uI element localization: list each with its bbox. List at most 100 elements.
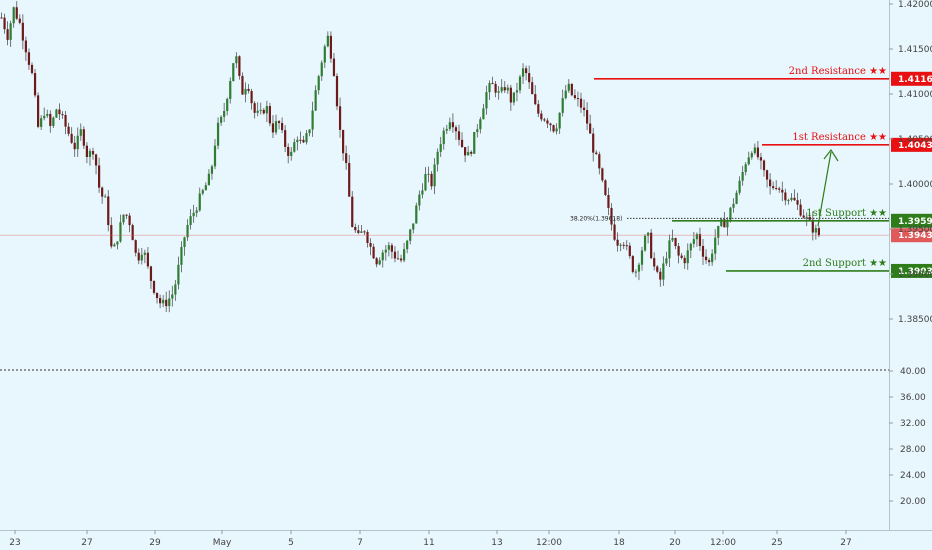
candle-body bbox=[448, 122, 451, 129]
candle-body bbox=[445, 128, 448, 131]
candle-body bbox=[165, 299, 168, 307]
candle-body bbox=[308, 129, 311, 134]
candle-body bbox=[168, 298, 171, 307]
candle-body bbox=[412, 223, 415, 230]
candle-body bbox=[79, 129, 82, 136]
candle-body bbox=[192, 212, 195, 217]
candle-body bbox=[436, 151, 439, 165]
candle-body bbox=[799, 204, 802, 216]
candle-body bbox=[55, 109, 58, 118]
candle-body bbox=[403, 249, 406, 261]
candle-body bbox=[122, 214, 125, 223]
candle-body bbox=[765, 170, 769, 180]
candle-body bbox=[332, 58, 336, 76]
candle-body bbox=[634, 271, 637, 273]
candle-body bbox=[784, 192, 787, 201]
candle-body bbox=[601, 168, 604, 181]
candle-body bbox=[415, 205, 418, 224]
candle-body bbox=[570, 83, 573, 96]
candle-body bbox=[52, 117, 55, 126]
candle-body bbox=[787, 199, 790, 201]
candle-body bbox=[85, 145, 88, 158]
candle-body bbox=[457, 131, 461, 140]
candle-body bbox=[329, 35, 332, 59]
candle-body bbox=[515, 90, 519, 93]
candle-body bbox=[271, 123, 275, 133]
candle-body bbox=[360, 231, 363, 233]
candle-body bbox=[207, 173, 210, 186]
level-label: 1st Support ★★ bbox=[806, 208, 887, 219]
candle-body bbox=[98, 165, 101, 188]
candle-body bbox=[781, 189, 784, 193]
candle-body bbox=[180, 247, 183, 265]
indicator-tick-label: 36.00 bbox=[900, 393, 926, 403]
candle-body bbox=[552, 125, 555, 132]
candle-body bbox=[345, 153, 348, 164]
candle-body bbox=[521, 68, 525, 77]
candle-body bbox=[628, 245, 631, 257]
candle-body bbox=[186, 225, 189, 238]
candle-body bbox=[220, 116, 223, 123]
fib-level-label: 38.20%(1.39618) bbox=[570, 215, 622, 222]
candle-body bbox=[49, 113, 52, 126]
candle-body bbox=[805, 216, 808, 218]
candle-body bbox=[140, 254, 143, 261]
indicator-tick-label: 32.00 bbox=[900, 419, 926, 429]
candle-body bbox=[582, 107, 586, 111]
level-label: 2nd Support ★★ bbox=[803, 258, 887, 269]
candle-body bbox=[250, 90, 253, 104]
candle-body bbox=[808, 216, 811, 220]
candle-body bbox=[33, 73, 37, 96]
candle-body bbox=[506, 87, 509, 91]
candle-body bbox=[143, 252, 146, 255]
candle-body bbox=[692, 239, 695, 244]
current-price-label: 1.39431 bbox=[898, 231, 932, 241]
indicator-tick-label: 20.00 bbox=[900, 497, 926, 507]
candle-body bbox=[110, 225, 113, 247]
candle-body bbox=[573, 95, 576, 99]
candle-body bbox=[698, 234, 702, 246]
candle-body bbox=[406, 240, 409, 250]
candle-body bbox=[778, 188, 781, 190]
candle-body bbox=[137, 252, 140, 261]
candle-body bbox=[265, 106, 268, 114]
level-price-badge bbox=[891, 71, 932, 86]
candle-body bbox=[741, 172, 744, 181]
price-tick-label: 1.41500 bbox=[898, 45, 932, 55]
candle-body bbox=[94, 154, 98, 166]
candle-body bbox=[290, 151, 293, 156]
candle-body bbox=[454, 127, 458, 132]
level-label: 1st Resistance ★★ bbox=[792, 132, 887, 143]
candle-body bbox=[183, 237, 186, 248]
price-tick-label: 1.41000 bbox=[898, 90, 932, 100]
candle-body bbox=[241, 75, 244, 95]
candle-body bbox=[134, 240, 137, 253]
candle-body bbox=[625, 245, 628, 247]
candle-body bbox=[814, 228, 817, 233]
time-tick-label: 25 bbox=[771, 538, 782, 548]
candle-body bbox=[88, 150, 92, 158]
candle-body bbox=[802, 215, 805, 218]
candle-body bbox=[558, 112, 561, 129]
candle-body bbox=[287, 146, 290, 156]
candle-body bbox=[30, 64, 34, 74]
candle-body bbox=[439, 144, 442, 152]
time-tick-label: 18 bbox=[613, 538, 625, 548]
candle-body bbox=[131, 225, 134, 241]
candle-body bbox=[91, 150, 95, 155]
candle-body bbox=[668, 240, 671, 259]
candle-body bbox=[451, 122, 454, 128]
candle-body bbox=[113, 244, 116, 247]
price-tick-label: 1.40500 bbox=[898, 135, 932, 145]
candle-body bbox=[226, 98, 229, 111]
candle-body bbox=[592, 133, 595, 153]
candle-body bbox=[729, 207, 732, 220]
candle-body bbox=[671, 237, 674, 241]
level-price-label: 1.39591 bbox=[898, 217, 932, 227]
candle-body bbox=[604, 180, 607, 196]
candle-body bbox=[589, 123, 592, 134]
candle-body bbox=[73, 142, 76, 150]
current-price-badge bbox=[891, 228, 932, 243]
candle-body bbox=[540, 113, 543, 120]
